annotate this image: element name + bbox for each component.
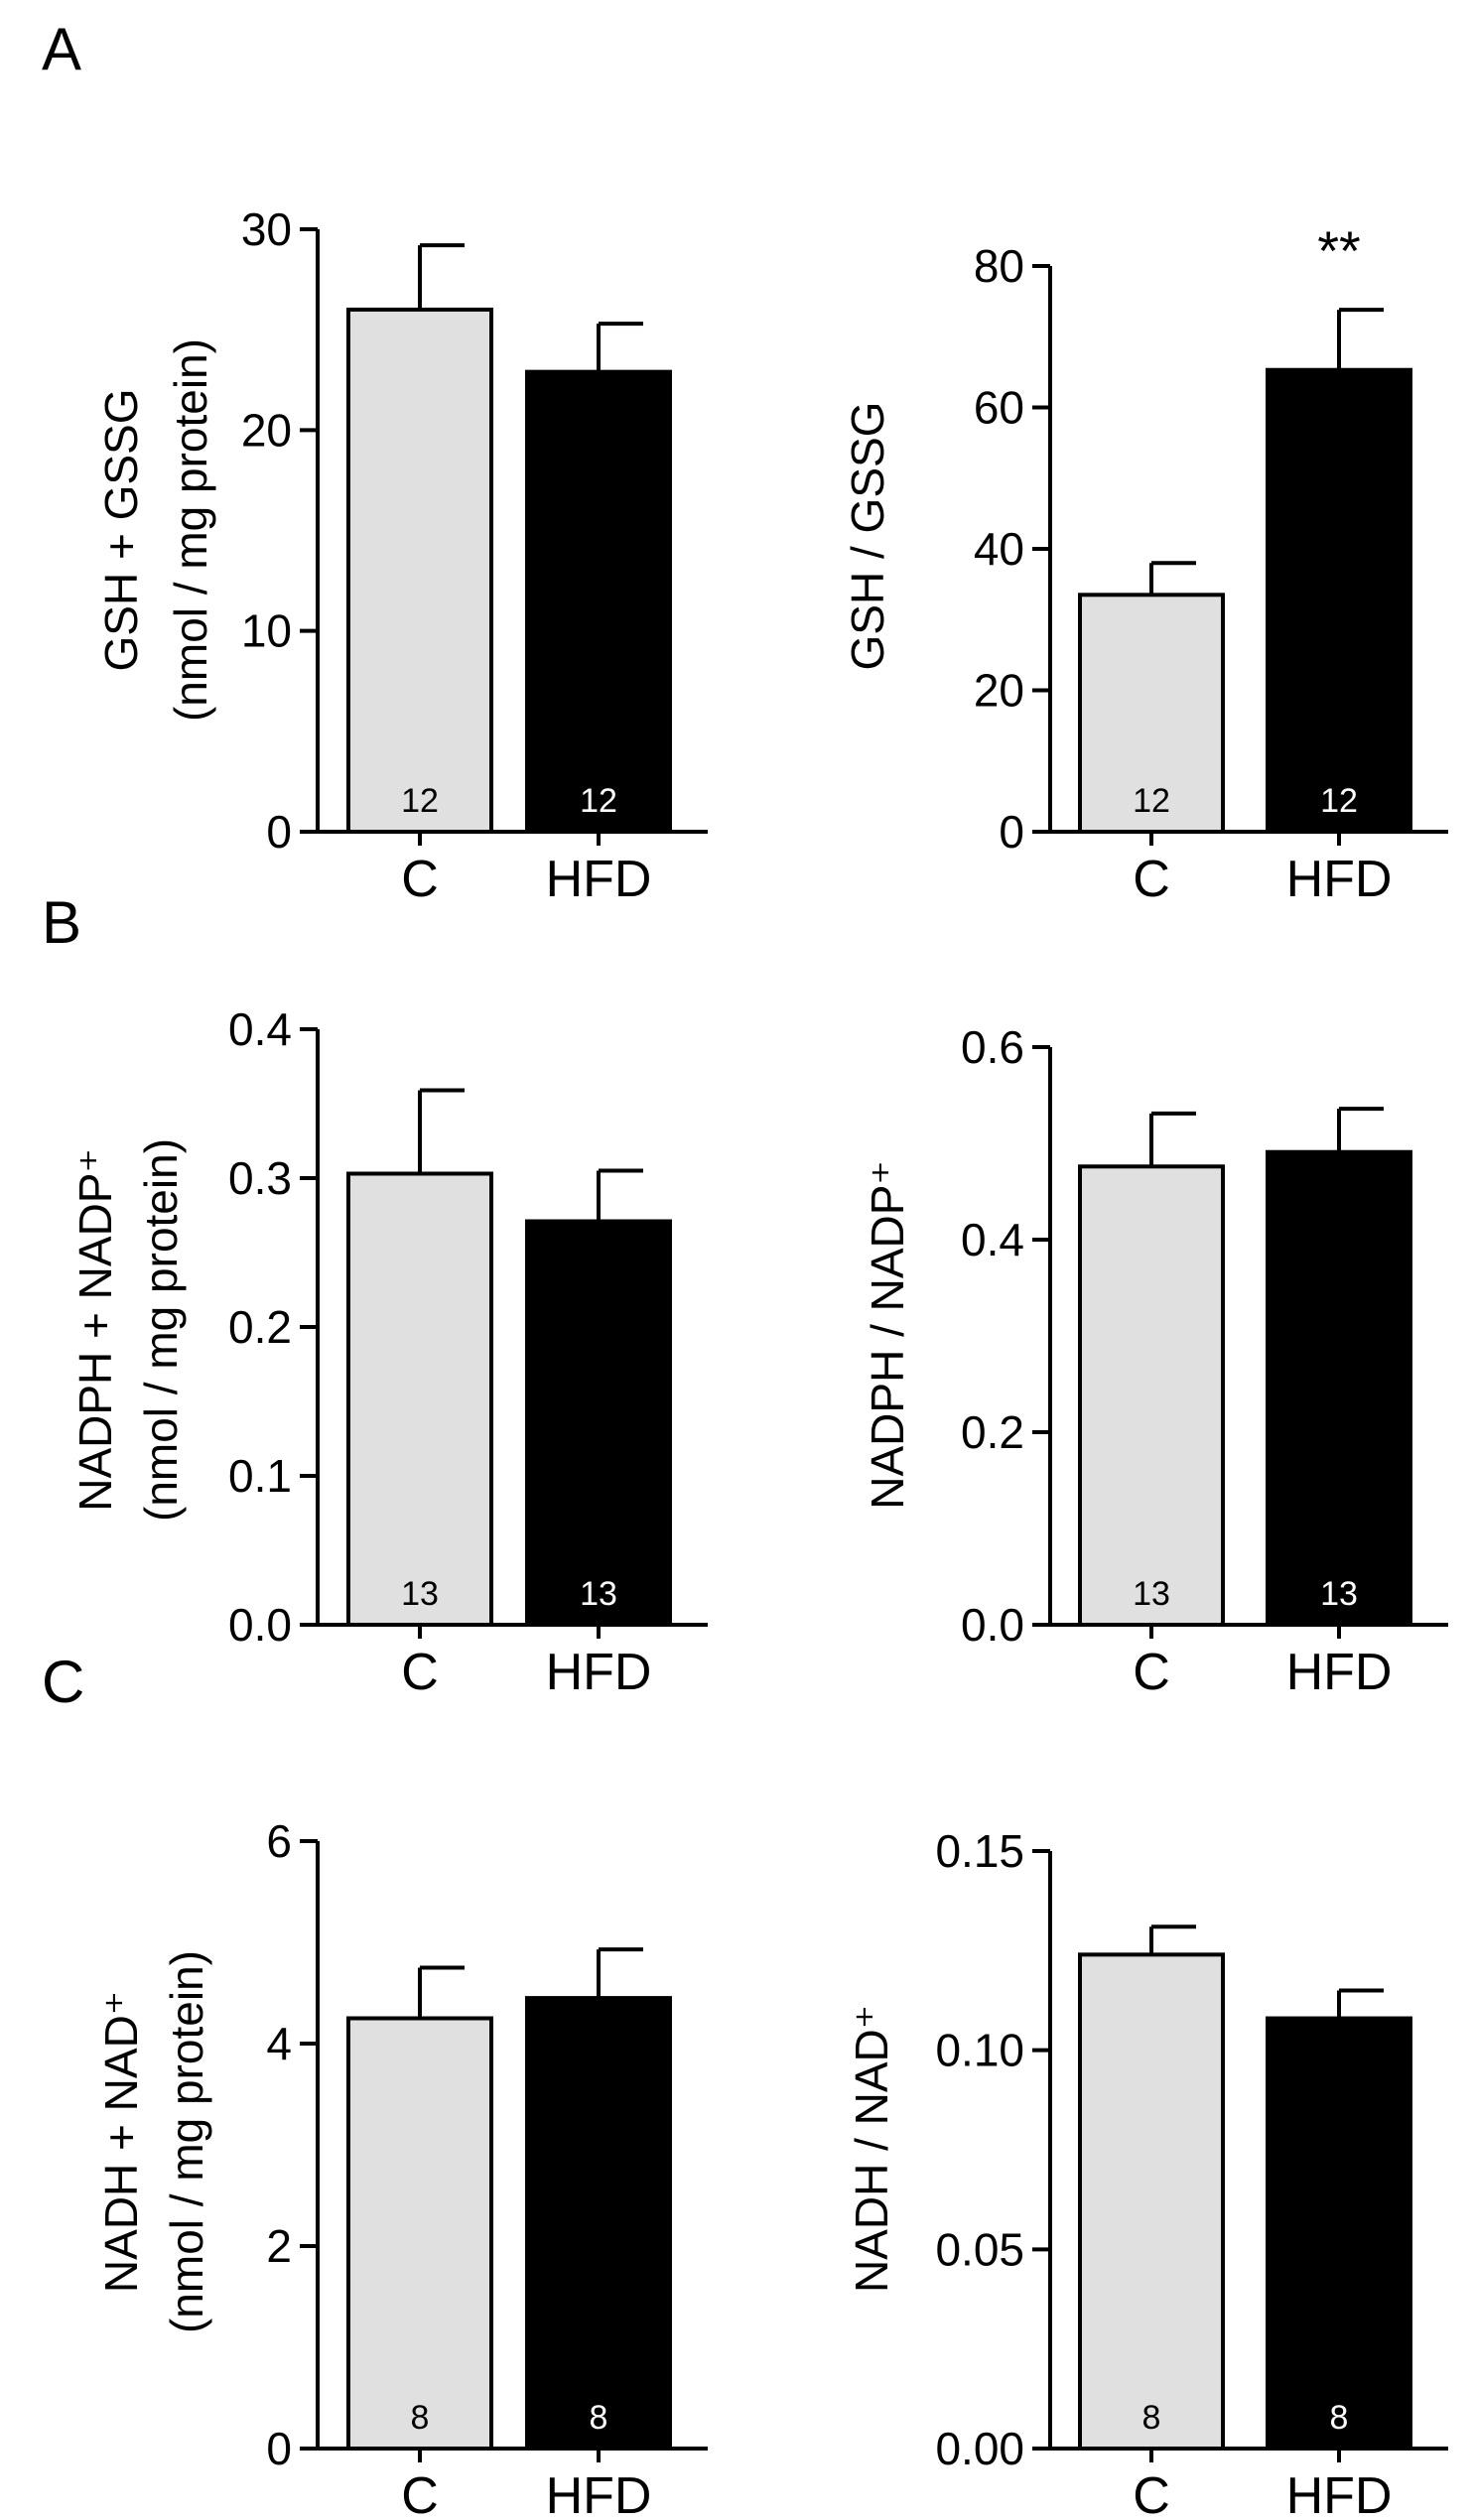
y-tick-label: 0.00 [935,2423,1024,2474]
bar-c [346,307,493,834]
y-axis-label: NADPH + NADP⁺ [69,1148,121,1512]
y-axis-label: NADPH / NADP⁺ [862,1160,913,1509]
bar-hfd [1266,367,1412,834]
n-label-hfd: 8 [590,2399,608,2437]
bar-hfd [525,369,672,834]
bar-c [346,2016,493,2451]
category-label-hfd: HFD [1286,1644,1393,1701]
y-tick-label: 0.3 [228,1152,292,1204]
chart-gsh_ratio: 12 C 12 ** HFD 0 20 40 60 80 GSH / GSSG [842,219,1448,908]
y-axis-label: GSH + GSSG [95,388,147,671]
panel-letter-a: A [42,16,81,82]
y-tick-label: 30 [241,203,292,255]
chart-nadh_total: 8 C 8 HFD 0 2 4 6 NADH + NAD⁺ (nmol / mg protein) [95,1815,708,2520]
y-tick-label: 20 [974,665,1024,717]
category-label-hfd: HFD [546,851,652,908]
category-label-hfd: HFD [1286,851,1393,908]
y-axis-label: (nmol / mg protein) [161,1950,212,2333]
n-label-c: 8 [1142,2399,1161,2437]
y-tick-label: 0 [999,806,1024,858]
category-label-hfd: HFD [546,2467,652,2520]
category-label-c: C [401,2467,439,2520]
n-label-c: 13 [1133,1575,1170,1613]
y-tick-label: 0.2 [228,1301,292,1353]
panel-letter-c: C [42,1649,84,1715]
y-axis-label: GSH / GSSG [842,402,893,671]
y-tick-label: 0.10 [935,2025,1024,2076]
y-tick-label: 0.4 [228,1003,292,1055]
bar-hfd [525,1219,672,1627]
y-tick-label: 0.0 [961,1599,1024,1651]
category-label-c: C [1133,1644,1170,1701]
n-label-c: 13 [401,1575,439,1613]
panel-letter-b: B [42,889,81,956]
category-label-c: C [401,1644,439,1701]
bar-c [346,1171,493,1627]
bar-c [1078,1952,1225,2451]
category-label-hfd: HFD [1286,2467,1393,2520]
n-label-c: 12 [401,782,439,820]
n-label-c: 12 [1133,782,1170,820]
n-label-hfd: 8 [1330,2399,1349,2437]
y-tick-label: 4 [266,2018,292,2069]
category-label-c: C [401,851,439,908]
y-tick-label: 60 [974,382,1024,434]
n-label-hfd: 12 [580,782,617,820]
bar-hfd [1266,1149,1412,1627]
y-tick-label: 0.6 [961,1021,1024,1073]
chart-nadph_ratio: 13 C 13 HFD 0.0 0.2 0.4 0.6 NADPH / NADP⁺ [862,1021,1448,1701]
y-tick-label: 0.05 [935,2223,1024,2275]
significance-marker: ** [1317,219,1361,282]
n-label-hfd: 13 [1320,1575,1358,1613]
y-tick-label: 0 [266,806,292,858]
bar-c [1078,1164,1225,1628]
y-tick-label: 40 [974,523,1024,575]
category-label-c: C [1133,851,1170,908]
y-tick-label: 0.15 [935,1825,1024,1877]
y-tick-label: 6 [266,1815,292,1867]
n-label-c: 8 [411,2399,430,2437]
y-tick-label: 0.0 [228,1599,292,1651]
y-tick-label: 0.4 [961,1214,1024,1265]
y-axis-label: NADH + NAD⁺ [95,1991,147,2293]
n-label-hfd: 13 [580,1575,617,1613]
category-label-hfd: HFD [546,1644,652,1701]
bar-hfd [525,1996,672,2451]
y-tick-label: 0.2 [961,1406,1024,1458]
bar-c [1078,593,1225,834]
y-tick-label: 0.1 [228,1450,292,1502]
n-label-hfd: 12 [1320,782,1358,820]
y-tick-label: 20 [241,404,292,456]
chart-nadph_total: 13 C 13 HFD 0.0 0.1 0.2 0.3 0.4 NADPH + NADP⁺ (nmo… [69,1003,708,1701]
y-axis-label: (nmol / mg protein) [165,338,216,722]
chart-nadh_ratio: 8 C 8 HFD 0.00 0.05 0.10 0.15 NADH / NAD⁺ [846,1825,1448,2520]
y-axis-label: NADH / NAD⁺ [846,2005,897,2293]
y-tick-label: 0 [266,2423,292,2474]
bar-hfd [1266,2016,1412,2452]
chart-gsh_total: 12 C 12 HFD 0 10 20 30 GSH + GSSG (nmol / mg prot… [95,203,708,908]
category-label-c: C [1133,2467,1170,2520]
y-tick-label: 80 [974,240,1024,292]
y-axis-label: (nmol / mg protein) [135,1138,187,1522]
y-tick-label: 10 [241,605,292,657]
y-tick-label: 2 [266,2220,292,2272]
